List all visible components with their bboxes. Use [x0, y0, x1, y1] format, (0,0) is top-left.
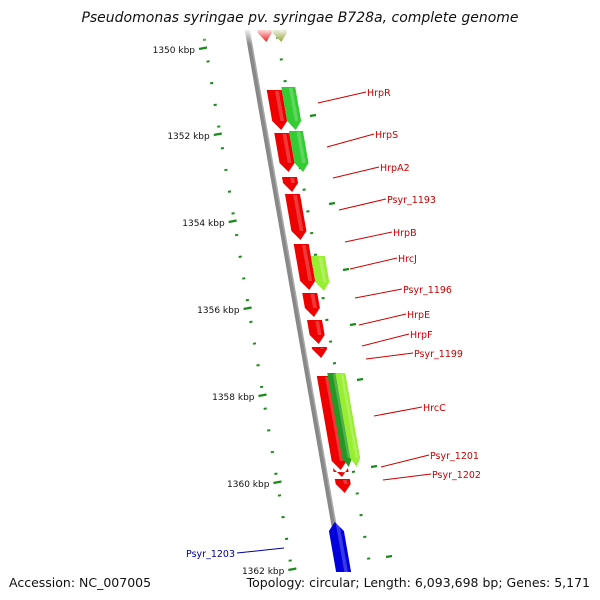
label-leader [332, 166, 380, 179]
gene-label: HrpE [407, 310, 430, 321]
label-leader [317, 91, 367, 104]
gene-green-2 [288, 131, 309, 172]
label-leader [344, 231, 393, 243]
accession-text: Accession: NC_007005 [9, 575, 152, 590]
label-leader [358, 313, 407, 326]
tick-dots-inner [202, 38, 292, 562]
gene-features [257, 30, 361, 572]
label-leader [380, 454, 430, 468]
gene-hrcc [316, 376, 347, 470]
axis-tick-labels: 1350 kbp 1352 kbp 1354 kbp 1356 kbp 1358 kbp… [153, 46, 285, 577]
gene-hrpe [311, 347, 328, 358]
gene-green-1 [281, 87, 302, 130]
gene-label: HrpS [375, 130, 398, 141]
gene-label: HrcC [423, 403, 446, 414]
label-leaders [236, 91, 432, 554]
gene-label: HrpB [393, 228, 417, 239]
gene-label: Psyr_1193 [387, 195, 436, 206]
genome-backbone [244, 30, 345, 572]
gene-hrcj [302, 293, 320, 317]
tick-label: 1352 kbp [167, 132, 210, 142]
gene-label: Psyr_1203 [186, 549, 235, 560]
tick-label: 1354 kbp [182, 219, 225, 229]
gene-hrps [274, 133, 295, 172]
label-leader [365, 352, 414, 360]
gene-lightgreen-hrcc [335, 373, 361, 467]
gene-label: Psyr_1202 [432, 470, 481, 481]
label-leader [373, 406, 423, 417]
label-leader [361, 333, 410, 347]
gene-label: Psyr_1199 [414, 349, 463, 360]
gene-psyr-1201 [332, 468, 349, 477]
major-tick [213, 132, 222, 137]
gene-psyr-1196 [307, 320, 325, 344]
tick-label: 1358 kbp [212, 393, 255, 403]
gene-label: HrpF [410, 330, 433, 341]
label-leader [326, 133, 375, 148]
gene-labels: HrpR HrpS HrpA2 Psyr_1193 HrpB HrcJ Psyr_1196 H… [186, 88, 481, 560]
gene-label: HrpA2 [380, 163, 410, 174]
gene-label: HrcJ [398, 254, 417, 265]
axis-major-ticks [198, 46, 393, 572]
major-tick [273, 480, 282, 485]
tick-label: 1360 kbp [227, 480, 270, 490]
gene-psyr-1203 [328, 522, 352, 572]
tick-label: 1362 kbp [242, 567, 285, 577]
gene-label: Psyr_1196 [403, 285, 452, 296]
gene-psyr-1202 [334, 479, 351, 493]
gene-label: Psyr_1201 [430, 451, 479, 462]
gene-psyr-1193 [284, 194, 307, 240]
gene-darkgreen-hrcc [327, 373, 353, 467]
major-tick [258, 393, 267, 398]
gene-label: HrpR [367, 88, 391, 99]
label-leader [382, 473, 432, 481]
gene-hrpb [293, 244, 316, 290]
label-leader [236, 547, 285, 554]
label-leader [354, 288, 403, 299]
genome-info-text: Topology: circular; Length: 6,093,698 bp… [246, 575, 590, 590]
gene-hrpa2 [281, 177, 299, 192]
gene-hrpr [266, 90, 288, 130]
map-title: Pseudomonas syringae pv. syringae B728a,… [81, 10, 519, 26]
major-tick [288, 567, 297, 572]
major-tick [243, 306, 252, 311]
tick-label: 1350 kbp [153, 46, 196, 56]
tick-label: 1356 kbp [197, 306, 240, 316]
major-tick [228, 219, 237, 224]
label-leader [338, 198, 387, 211]
label-leader [349, 257, 398, 270]
gene-lightgreen-1 [310, 256, 330, 291]
major-tick [198, 46, 208, 51]
